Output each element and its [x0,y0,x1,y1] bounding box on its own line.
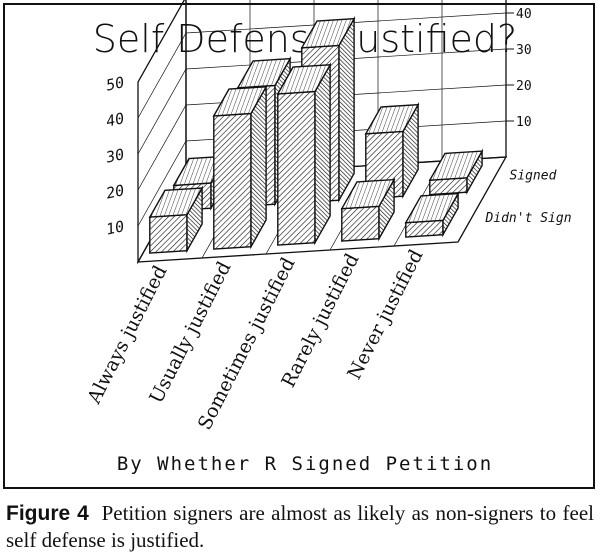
chart-frame [3,3,595,489]
bar-didn-t-sign-5 [404,190,460,238]
y-tick-label-left: 10 [104,217,125,238]
y-tick-label-left: 20 [104,181,125,202]
bar-top-face [428,150,484,181]
bar-top-face [364,103,420,135]
bar-front-face [213,112,252,250]
y-tick-label-right: 10 [516,115,532,130]
bar-top-face [340,178,396,210]
chart-figure: Self Defense Justified? 1020304050102030… [3,0,595,489]
y-tick-label-right: 20 [516,79,532,94]
bar-top-face [276,64,332,95]
gridline [137,48,507,155]
bar-side-face [338,16,355,203]
y-tick-label-left: 40 [104,109,125,130]
gridline [137,84,507,191]
bar-didn-t-sign-4 [340,176,396,242]
series-label: Didn't Sign [484,211,571,226]
bar-top-face [236,57,292,89]
bar-didn-t-sign-2 [212,84,268,250]
y-tick-label-right: 30 [516,43,532,58]
bar-top-face [148,187,204,218]
bar-didn-t-sign-1 [148,185,204,254]
bar-signed-5 [428,148,484,196]
bar-top-face [404,192,460,224]
bar-front-face [277,90,316,246]
bar-front-face [341,205,380,242]
bar-didn-t-sign-3 [276,62,332,246]
y-tick-label-left: 30 [103,145,125,167]
bar-front-face [149,213,188,254]
bar-side-face [314,62,331,246]
gridline [137,12,507,119]
x-axis-title: By Whether R Signed Petition [117,453,493,475]
bars-layer [148,16,484,254]
bar-top-face [212,86,268,117]
y-tick-label-right: 40 [516,7,532,22]
figure-caption: Figure 4 Petition signers are almost as … [6,500,594,553]
y-tick-label-left: 50 [104,73,125,94]
chart-svg: Self Defense Justified? 1020304050102030… [83,0,572,475]
series-label: Signed [509,169,556,184]
caption-label: Figure 4 [6,502,89,525]
bar-top-face [300,17,356,49]
caption-text: Petition signers are almost as likely as… [6,501,594,552]
